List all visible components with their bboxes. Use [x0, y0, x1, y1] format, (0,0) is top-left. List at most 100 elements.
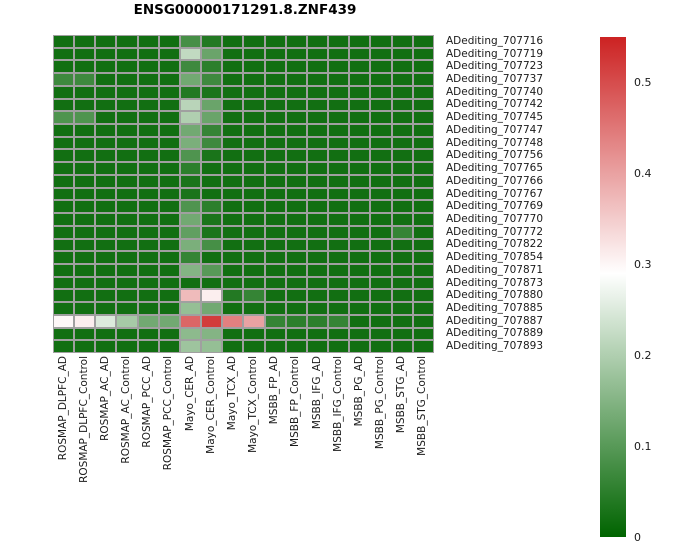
- heatmap-cell: [116, 263, 138, 277]
- heatmap-cell: [95, 200, 117, 214]
- heatmap-cell: [137, 85, 159, 99]
- heatmap-cell: [95, 111, 117, 125]
- heatmap-cell: [328, 174, 350, 188]
- heatmap-cell: [412, 251, 434, 264]
- heatmap-cell: [179, 85, 202, 99]
- heatmap-cell: [179, 136, 202, 150]
- heatmap-cell: [391, 276, 413, 290]
- colorbar-tick-label: 0.1: [634, 439, 652, 453]
- heatmap-cell: [201, 35, 223, 48]
- heatmap-cell: [412, 225, 434, 239]
- heatmap-cell: [95, 263, 117, 277]
- heatmap-cell: [179, 251, 202, 264]
- heatmap-cell: [137, 35, 159, 48]
- heatmap-cell: [53, 276, 75, 290]
- row-label: ADediting_707737: [446, 73, 543, 86]
- heatmap-cell: [137, 98, 159, 112]
- row-label: ADediting_707887: [446, 314, 543, 327]
- heatmap-cell: [201, 238, 223, 252]
- heatmap-cell: [179, 327, 202, 341]
- heatmap-cell: [306, 340, 329, 353]
- heatmap-cell: [116, 60, 138, 74]
- heatmap-cell: [306, 124, 329, 137]
- heatmap-cell: [158, 340, 180, 353]
- heatmap-cell: [201, 124, 223, 137]
- heatmap-cell: [264, 251, 286, 264]
- heatmap-cell: [264, 302, 286, 315]
- heatmap-cell: [285, 73, 307, 86]
- heatmap-cell: [370, 149, 392, 163]
- heatmap-cell: [264, 174, 286, 188]
- heatmap-cell: [74, 98, 96, 112]
- heatmap-cell: [95, 314, 117, 328]
- heatmap-cell: [222, 60, 244, 74]
- heatmap-cell: [222, 314, 244, 328]
- heatmap-cell: [201, 251, 223, 264]
- row-label: ADediting_707885: [446, 301, 543, 314]
- heatmap-cell: [74, 47, 96, 61]
- heatmap-cell: [137, 149, 159, 163]
- colorbar-tick-label: 0.4: [634, 166, 652, 180]
- heatmap-cell: [158, 314, 180, 328]
- column-label: ROSMAP_AC_Control: [120, 356, 133, 464]
- heatmap-cell: [222, 35, 244, 48]
- heatmap-cell: [116, 149, 138, 163]
- heatmap-cell: [412, 35, 434, 48]
- heatmap-cell: [285, 35, 307, 48]
- column-label: Mayo_CER_Control: [204, 356, 217, 454]
- heatmap-cell: [243, 302, 265, 315]
- heatmap-cell: [412, 136, 434, 150]
- heatmap-cell: [116, 47, 138, 61]
- row-label: ADediting_707767: [446, 187, 543, 200]
- heatmap-cell: [95, 213, 117, 226]
- heatmap-cell: [179, 340, 202, 353]
- column-label: ROSMAP_DLPFC_Control: [77, 356, 90, 483]
- heatmap-cell: [391, 98, 413, 112]
- heatmap-cell: [53, 187, 75, 201]
- heatmap-cell: [74, 187, 96, 201]
- colorbar-tick-label: 0.3: [634, 257, 652, 271]
- heatmap-cell: [328, 124, 350, 137]
- heatmap-cell: [201, 327, 223, 341]
- heatmap-cell: [53, 238, 75, 252]
- heatmap-cell: [264, 85, 286, 99]
- heatmap-cell: [370, 174, 392, 188]
- heatmap-cell: [95, 225, 117, 239]
- heatmap-cell: [264, 111, 286, 125]
- heatmap-cell: [158, 111, 180, 125]
- heatmap-cell: [74, 111, 96, 125]
- heatmap-cell: [116, 289, 138, 303]
- heatmap-cell: [137, 238, 159, 252]
- heatmap-cell: [349, 276, 371, 290]
- heatmap-cell: [285, 47, 307, 61]
- column-label: Mayo_TCX_AD: [225, 356, 238, 431]
- heatmap-cell: [53, 60, 75, 74]
- heatmap-cell: [137, 225, 159, 239]
- column-label: ROSMAP_DLPFC_AD: [56, 356, 69, 461]
- heatmap-cell: [328, 238, 350, 252]
- heatmap-cell: [137, 314, 159, 328]
- heatmap-cell: [158, 124, 180, 137]
- heatmap-cell: [306, 251, 329, 264]
- heatmap-cell: [201, 276, 223, 290]
- heatmap-cell: [328, 213, 350, 226]
- heatmap-cell: [137, 187, 159, 201]
- heatmap-cell: [201, 73, 223, 86]
- heatmap-cell: [53, 263, 75, 277]
- heatmap-cell: [370, 60, 392, 74]
- heatmap-cell: [222, 73, 244, 86]
- heatmap-cell: [264, 263, 286, 277]
- heatmap-cell: [116, 200, 138, 214]
- heatmap-cell: [412, 289, 434, 303]
- column-label: Mayo_CER_AD: [183, 356, 196, 432]
- heatmap-cell: [412, 149, 434, 163]
- heatmap-cell: [285, 200, 307, 214]
- heatmap-cell: [53, 73, 75, 86]
- heatmap-cell: [158, 149, 180, 163]
- heatmap-cell: [285, 276, 307, 290]
- heatmap-cell: [264, 136, 286, 150]
- heatmap-cell: [349, 98, 371, 112]
- heatmap-cell: [222, 238, 244, 252]
- heatmap-cell: [328, 200, 350, 214]
- heatmap-cell: [285, 98, 307, 112]
